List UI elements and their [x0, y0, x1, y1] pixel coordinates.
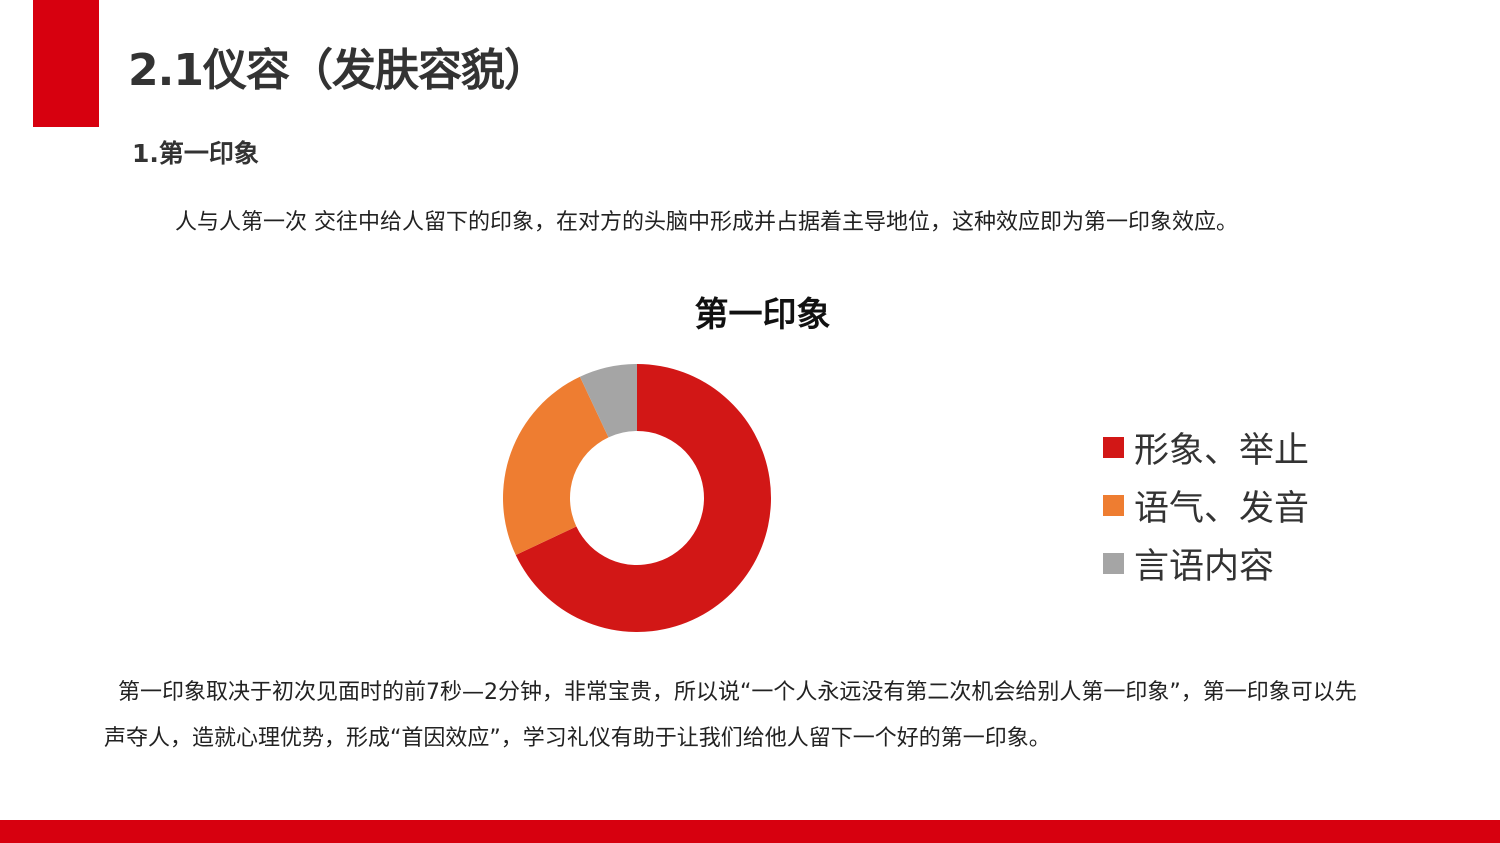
- chart-title: 第一印象: [694, 295, 831, 335]
- legend-item: 形象、举止: [1103, 418, 1309, 476]
- legend-label: 言语内容: [1134, 546, 1275, 587]
- legend-label: 形象、举止: [1134, 430, 1310, 471]
- section-subtitle: 1.第一印象: [132, 139, 259, 168]
- intro-text: 人与人第一次 交往中给人留下的印象，在对方的头脑中形成并占据着主导地位，这种效应…: [175, 210, 1238, 235]
- donut-chart: [503, 364, 771, 632]
- legend-swatch: [1103, 436, 1124, 458]
- footer-bar: [0, 820, 1500, 843]
- donut-slice-2: [503, 376, 609, 556]
- donut-slice-1: [515, 364, 771, 632]
- body-paragraph: 第一印象取决于初次见面时的前7秒—2分钟，非常宝贵，所以说“一个人永远没有第二次…: [104, 680, 1357, 751]
- chart-legend: 形象、举止 语气、发音 言语内容: [1103, 418, 1309, 592]
- legend-swatch: [1103, 494, 1124, 516]
- accent-block: [33, 0, 99, 127]
- legend-swatch: [1103, 552, 1124, 574]
- legend-item: 言语内容: [1103, 534, 1309, 592]
- page-title: 2.1仪容（发肤容貌）: [128, 45, 548, 96]
- legend-label: 语气、发音: [1134, 488, 1310, 529]
- legend-item: 语气、发音: [1103, 476, 1309, 534]
- donut-slice-3: [579, 364, 637, 438]
